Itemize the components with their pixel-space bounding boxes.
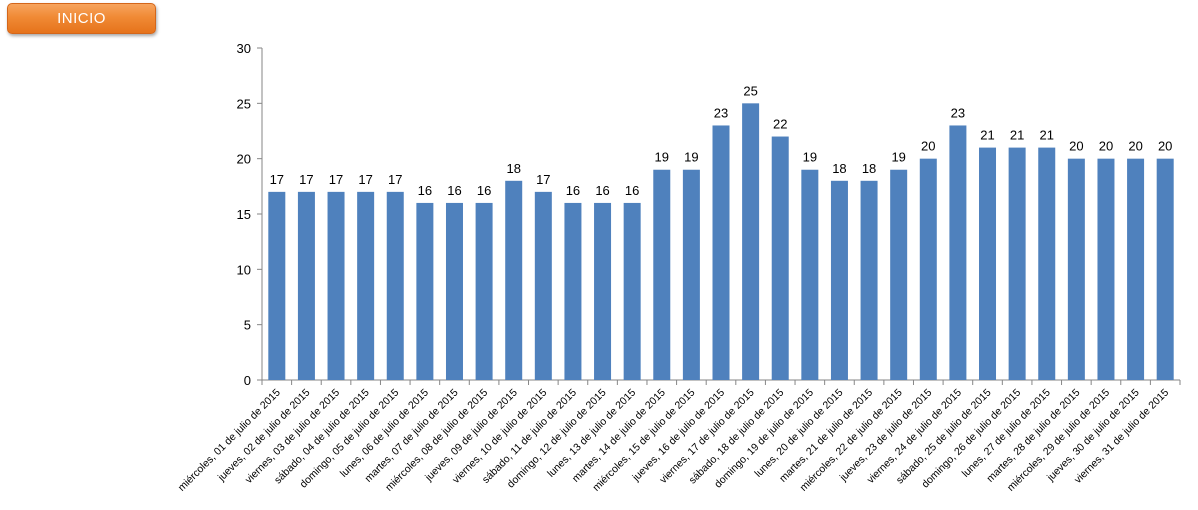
data-label: 20	[1158, 139, 1172, 154]
data-label: 19	[891, 150, 905, 165]
bar	[830, 180, 848, 380]
bar	[801, 169, 819, 380]
y-tick-label: 5	[244, 318, 251, 333]
data-label: 25	[743, 83, 757, 98]
bar	[357, 191, 375, 380]
y-tick-label: 30	[237, 41, 251, 56]
data-label: 23	[951, 105, 965, 120]
bar-series	[268, 103, 1174, 380]
data-label: 21	[1040, 128, 1054, 143]
bar	[919, 158, 937, 380]
y-tick-label: 0	[244, 373, 251, 388]
bar	[445, 202, 463, 380]
data-label: 17	[536, 172, 550, 187]
data-label: 20	[1069, 139, 1083, 154]
bar	[386, 191, 404, 380]
bar	[1127, 158, 1145, 380]
data-label: 17	[388, 172, 402, 187]
bar	[594, 202, 612, 380]
data-label: 20	[921, 139, 935, 154]
bar	[1038, 147, 1056, 380]
data-label: 16	[625, 183, 639, 198]
bar	[623, 202, 641, 380]
bar	[860, 180, 878, 380]
bar	[416, 202, 434, 380]
data-label: 21	[980, 128, 994, 143]
y-axis: 0 5 10 15 20 25 30	[237, 41, 263, 388]
y-tick-label: 25	[237, 96, 251, 111]
bar	[1008, 147, 1026, 380]
data-label: 16	[418, 183, 432, 198]
y-tick-label: 15	[237, 207, 251, 222]
bar	[268, 191, 286, 380]
bar	[564, 202, 582, 380]
data-label: 19	[655, 150, 669, 165]
bar	[712, 125, 730, 380]
data-label: 20	[1099, 139, 1113, 154]
data-label: 16	[477, 183, 491, 198]
data-label: 18	[862, 161, 876, 176]
bar	[949, 125, 967, 380]
y-tick-label: 20	[237, 152, 251, 167]
bar	[653, 169, 671, 380]
data-label: 21	[1010, 128, 1024, 143]
data-labels: 17 17 17 17 17 16 16 16 18 17 16 16 16 19 19 23 25 22 19 18…	[270, 83, 1173, 198]
data-label: 18	[506, 161, 520, 176]
bar	[475, 202, 493, 380]
bar	[1097, 158, 1115, 380]
bar	[979, 147, 997, 380]
data-label: 19	[803, 150, 817, 165]
data-label: 16	[447, 183, 461, 198]
data-label: 17	[299, 172, 313, 187]
bar	[682, 169, 700, 380]
data-label: 16	[566, 183, 580, 198]
y-tick-label: 10	[237, 262, 251, 277]
data-label: 23	[714, 105, 728, 120]
data-label: 22	[773, 117, 787, 132]
bar	[505, 180, 523, 380]
data-label: 20	[1128, 139, 1142, 154]
bar	[771, 136, 789, 380]
bar	[1156, 158, 1174, 380]
bar	[890, 169, 908, 380]
bar	[297, 191, 315, 380]
bar	[742, 103, 760, 380]
data-label: 17	[358, 172, 372, 187]
data-label: 17	[270, 172, 284, 187]
bar	[327, 191, 345, 380]
data-label: 17	[329, 172, 343, 187]
data-label: 19	[684, 150, 698, 165]
bar	[534, 191, 552, 380]
inicio-button[interactable]: INICIO	[7, 3, 156, 34]
data-label: 16	[595, 183, 609, 198]
bar	[1067, 158, 1085, 380]
data-label: 18	[832, 161, 846, 176]
